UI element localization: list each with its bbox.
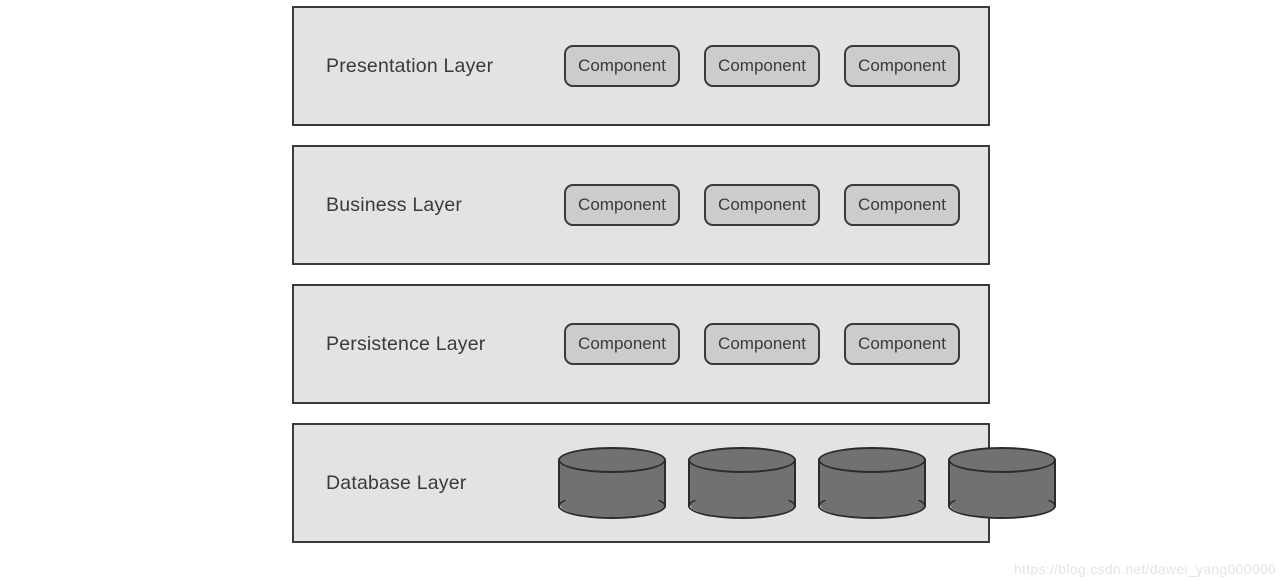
component-row: Component Component Component [564, 323, 960, 365]
database-cylinder-icon [688, 447, 796, 519]
layer-database: Database Layer [292, 423, 990, 543]
database-cylinder-icon [818, 447, 926, 519]
database-row [558, 447, 1056, 519]
component-box: Component [704, 323, 820, 365]
layer-label-persistence: Persistence Layer [326, 333, 564, 356]
component-box: Component [564, 323, 680, 365]
layer-label-presentation: Presentation Layer [326, 55, 564, 78]
database-cylinder-icon [558, 447, 666, 519]
database-cylinder-icon [948, 447, 1056, 519]
component-row: Component Component Component [564, 184, 960, 226]
component-box: Component [844, 45, 960, 87]
layer-label-database: Database Layer [326, 472, 564, 495]
watermark-text: https://blog.csdn.net/dawei_yang000000 [1014, 561, 1276, 577]
layer-presentation: Presentation Layer Component Component C… [292, 6, 990, 126]
component-box: Component [704, 45, 820, 87]
component-box: Component [844, 323, 960, 365]
layer-persistence: Persistence Layer Component Component Co… [292, 284, 990, 404]
component-box: Component [844, 184, 960, 226]
layer-business: Business Layer Component Component Compo… [292, 145, 990, 265]
component-box: Component [564, 184, 680, 226]
architecture-stack: Presentation Layer Component Component C… [292, 6, 990, 543]
component-row: Component Component Component [564, 45, 960, 87]
component-box: Component [564, 45, 680, 87]
layer-label-business: Business Layer [326, 194, 564, 217]
component-box: Component [704, 184, 820, 226]
